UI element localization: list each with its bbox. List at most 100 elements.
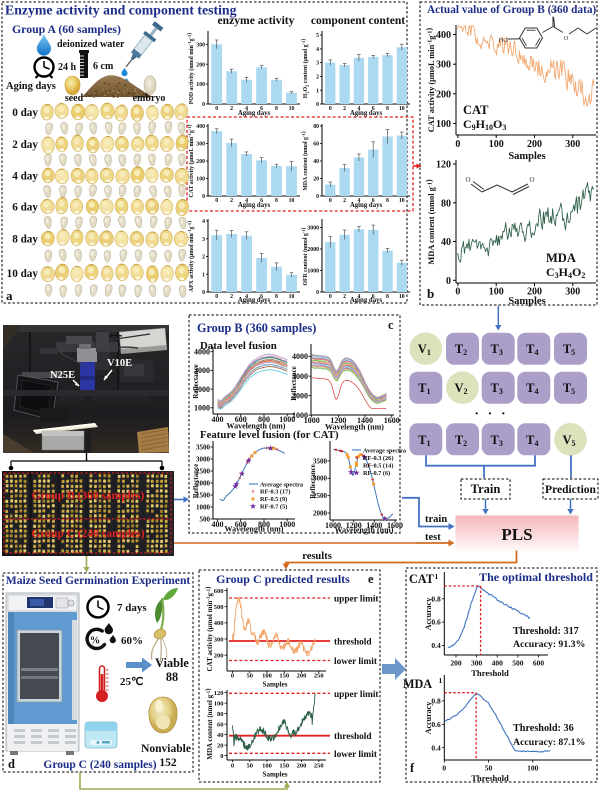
svg-text:20: 20 bbox=[217, 742, 224, 749]
svg-text:Group C (240 samples): Group C (240 samples) bbox=[31, 528, 144, 540]
svg-text:3000: 3000 bbox=[196, 455, 211, 463]
svg-text:10: 10 bbox=[399, 106, 405, 112]
svg-text:Accuracy: 91.3%: Accuracy: 91.3% bbox=[513, 639, 585, 650]
svg-text:2000: 2000 bbox=[194, 385, 210, 394]
svg-text:CAT: CAT bbox=[463, 103, 489, 117]
svg-text:0: 0 bbox=[202, 290, 205, 296]
svg-text:a: a bbox=[6, 288, 13, 303]
svg-text:CAT: CAT bbox=[409, 572, 434, 586]
svg-text:Prediction: Prediction bbox=[545, 484, 596, 496]
svg-text:4: 4 bbox=[245, 294, 248, 300]
svg-text:100: 100 bbox=[196, 82, 205, 88]
svg-text:6 day: 6 day bbox=[12, 202, 38, 214]
svg-text:0.6: 0.6 bbox=[431, 720, 441, 729]
svg-text:The optimal threshold: The optimal threshold bbox=[479, 570, 593, 584]
svg-text:Threshold: Threshold bbox=[471, 773, 509, 783]
svg-text:Feature level fusion (for CAT): Feature level fusion (for CAT) bbox=[200, 429, 339, 441]
svg-text:e: e bbox=[368, 572, 374, 586]
svg-text:1200: 1200 bbox=[330, 416, 346, 425]
svg-text:MDA content (nmol g-1): MDA content (nmol g-1) bbox=[300, 131, 309, 190]
svg-text:test: test bbox=[425, 532, 441, 543]
svg-text:50: 50 bbox=[247, 763, 254, 770]
svg-text:×: × bbox=[246, 460, 250, 467]
svg-text:RF-0.5 (9): RF-0.5 (9) bbox=[260, 496, 287, 503]
svg-text:results: results bbox=[302, 551, 332, 562]
svg-text:2500: 2500 bbox=[313, 492, 328, 500]
svg-text:×: × bbox=[251, 489, 255, 496]
svg-text:5: 5 bbox=[316, 33, 319, 39]
svg-text:upper limit: upper limit bbox=[334, 690, 379, 700]
svg-text:40: 40 bbox=[313, 159, 319, 165]
svg-text:0: 0 bbox=[231, 763, 234, 770]
svg-text:100: 100 bbox=[214, 700, 224, 707]
svg-text:RF-0.5 (14): RF-0.5 (14) bbox=[363, 463, 393, 470]
svg-text:Group B (360 samples): Group B (360 samples) bbox=[32, 490, 145, 502]
svg-text:3000: 3000 bbox=[292, 372, 308, 381]
svg-text:80: 80 bbox=[217, 711, 224, 718]
svg-text:50: 50 bbox=[485, 764, 493, 773]
svg-text:1200: 1200 bbox=[346, 521, 362, 530]
svg-text:★: ★ bbox=[348, 468, 355, 476]
svg-text:V10E: V10E bbox=[107, 358, 132, 369]
svg-text:Group A (60 samples): Group A (60 samples) bbox=[12, 22, 121, 36]
svg-text:0: 0 bbox=[202, 102, 205, 108]
svg-text:1: 1 bbox=[202, 272, 205, 278]
svg-text:1600: 1600 bbox=[384, 416, 400, 425]
svg-text:40: 40 bbox=[441, 237, 451, 248]
svg-text:O: O bbox=[529, 176, 534, 184]
svg-text:2000: 2000 bbox=[196, 479, 211, 487]
svg-text:3: 3 bbox=[316, 61, 319, 67]
svg-text:RF-0.3 (26): RF-0.3 (26) bbox=[363, 455, 393, 462]
svg-text:3: 3 bbox=[202, 237, 205, 243]
svg-text:400: 400 bbox=[212, 415, 224, 424]
svg-text:4: 4 bbox=[357, 106, 360, 112]
svg-text:Train: Train bbox=[471, 482, 501, 496]
svg-text:150: 150 bbox=[279, 673, 289, 680]
svg-text:2500: 2500 bbox=[196, 467, 211, 475]
svg-text:★: ★ bbox=[250, 503, 257, 511]
svg-text:OFR content (nmol g-1): OFR content (nmol g-1) bbox=[300, 227, 309, 285]
svg-text:8: 8 bbox=[386, 294, 389, 300]
svg-text:6: 6 bbox=[372, 106, 375, 112]
svg-text:1000: 1000 bbox=[304, 416, 320, 425]
svg-text:Accuracy: Accuracy bbox=[424, 598, 433, 630]
svg-text:4: 4 bbox=[316, 47, 319, 53]
svg-text:10: 10 bbox=[289, 106, 295, 112]
svg-text:Maize Seed Germination Experim: Maize Seed Germination Experiment bbox=[6, 574, 191, 587]
svg-text:152: 152 bbox=[159, 757, 177, 769]
svg-text:6 cm: 6 cm bbox=[93, 61, 114, 72]
svg-text:component content: component content bbox=[311, 14, 405, 27]
svg-text:Reflectance: Reflectance bbox=[192, 364, 200, 399]
svg-text:300: 300 bbox=[214, 636, 224, 643]
svg-text:1000: 1000 bbox=[279, 415, 295, 424]
svg-text:600: 600 bbox=[214, 588, 224, 595]
svg-text:train: train bbox=[425, 514, 447, 525]
svg-text:N25E: N25E bbox=[50, 370, 75, 381]
svg-text:3500: 3500 bbox=[196, 443, 211, 451]
svg-text:88: 88 bbox=[166, 670, 178, 684]
svg-text:1000: 1000 bbox=[196, 503, 211, 511]
svg-text:4: 4 bbox=[357, 294, 360, 300]
svg-text:3000: 3000 bbox=[313, 475, 328, 483]
svg-text:4 day: 4 day bbox=[12, 171, 38, 183]
svg-text:Aging days: Aging days bbox=[238, 110, 271, 117]
svg-text:★: ★ bbox=[232, 483, 239, 491]
svg-text:60: 60 bbox=[313, 142, 319, 148]
svg-text:deionized water: deionized water bbox=[57, 39, 125, 50]
svg-text:0: 0 bbox=[316, 194, 319, 200]
svg-text:PLS: PLS bbox=[501, 525, 532, 544]
svg-text:c: c bbox=[388, 318, 394, 332]
svg-text:MDA content (nmol g-1): MDA content (nmol g-1) bbox=[425, 179, 437, 264]
svg-text:400: 400 bbox=[196, 124, 205, 130]
svg-text:0: 0 bbox=[220, 753, 223, 760]
svg-text:×: × bbox=[247, 458, 251, 465]
svg-text:Aging days: Aging days bbox=[350, 202, 383, 209]
svg-text:200: 200 bbox=[297, 763, 307, 770]
svg-text:10 day: 10 day bbox=[7, 268, 39, 280]
svg-text:Group B (360 samples): Group B (360 samples) bbox=[197, 321, 316, 335]
svg-text:4: 4 bbox=[202, 219, 205, 225]
svg-text:6: 6 bbox=[372, 198, 375, 204]
svg-text:2: 2 bbox=[343, 106, 346, 112]
svg-text:120: 120 bbox=[436, 160, 451, 171]
svg-text:3000: 3000 bbox=[307, 226, 319, 232]
